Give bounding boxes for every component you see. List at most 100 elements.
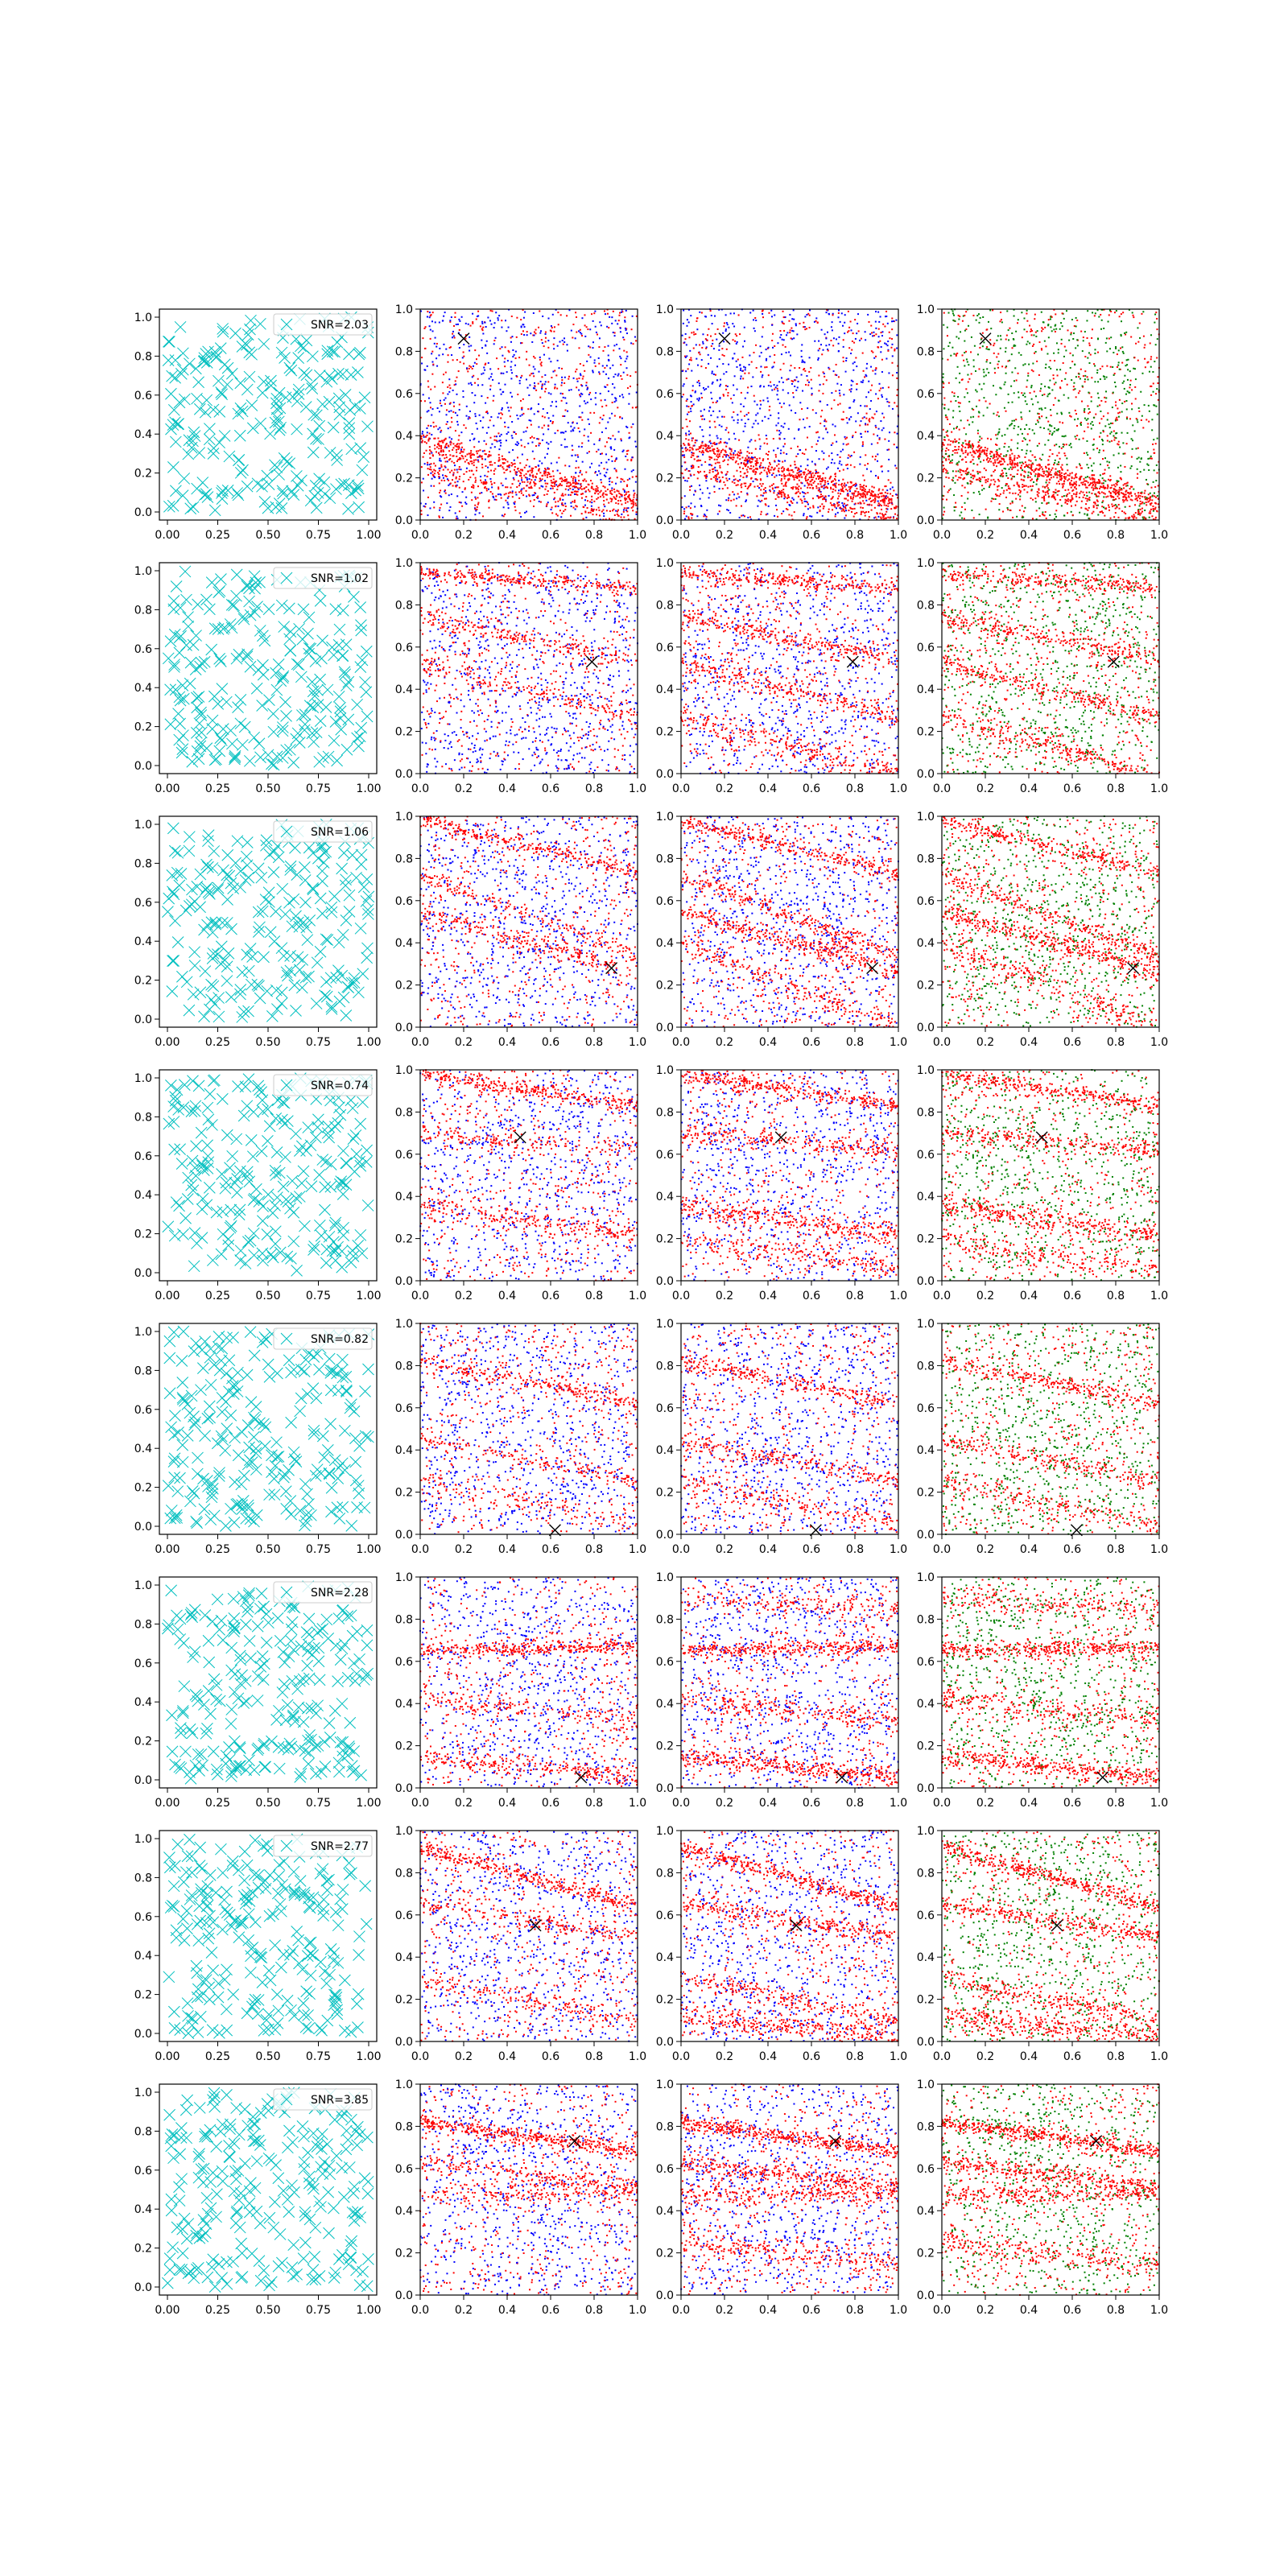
data-point <box>619 395 621 397</box>
cross-point <box>219 430 230 441</box>
data-point <box>596 498 597 500</box>
data-point <box>611 456 613 457</box>
data-point <box>617 374 619 375</box>
data-point <box>572 480 574 481</box>
data-point <box>486 432 488 434</box>
data-point <box>427 425 429 427</box>
data-point <box>505 478 506 480</box>
data-point <box>464 461 466 463</box>
data-point <box>520 516 522 518</box>
cross-point <box>358 452 369 463</box>
data-point <box>555 432 556 434</box>
data-point <box>448 378 450 380</box>
data-point <box>470 345 472 346</box>
data-point <box>553 337 555 339</box>
data-point <box>579 472 580 473</box>
data-point <box>562 499 564 501</box>
data-point <box>485 345 486 347</box>
data-point <box>590 398 592 400</box>
cross-scatter-panel: 0.00 0.25 0.50 0.75 1.000.00.20.40.60.81.0SN… <box>134 309 382 542</box>
data-point <box>584 487 585 489</box>
data-point <box>625 328 626 329</box>
data-point <box>449 506 451 508</box>
cross-point <box>208 448 219 459</box>
data-point <box>557 312 559 313</box>
data-point <box>568 481 569 483</box>
data-point <box>557 345 559 347</box>
data-point <box>591 486 592 488</box>
data-point <box>481 340 482 341</box>
data-point <box>520 377 522 378</box>
data-point <box>443 477 444 479</box>
data-point <box>429 507 431 509</box>
data-point <box>578 427 580 429</box>
cross-point <box>229 328 241 339</box>
data-point <box>535 332 536 334</box>
data-point <box>584 478 585 480</box>
data-point <box>609 316 610 318</box>
data-point <box>635 446 637 448</box>
data-point <box>484 475 485 477</box>
data-point <box>614 491 616 493</box>
cross-point <box>255 418 266 429</box>
data-point <box>489 478 491 480</box>
data-point <box>584 428 585 430</box>
data-point <box>547 340 549 341</box>
data-point <box>581 394 583 395</box>
data-point <box>443 374 444 375</box>
data-point <box>507 431 509 433</box>
cross-point <box>357 464 368 476</box>
data-point <box>493 425 494 427</box>
data-point <box>440 405 442 407</box>
cross-point <box>170 485 181 497</box>
data-point <box>580 395 581 397</box>
data-point <box>550 361 551 362</box>
data-point <box>439 492 440 493</box>
data-point <box>442 474 444 476</box>
data-point <box>422 431 423 432</box>
data-point <box>449 320 451 321</box>
data-point <box>563 344 564 345</box>
data-point <box>457 443 459 444</box>
data-point <box>575 454 576 456</box>
data-point <box>605 445 606 447</box>
legend-label: SNR=2.03 <box>311 319 369 332</box>
data-point <box>601 462 602 464</box>
cross-point <box>167 370 178 382</box>
data-point <box>482 450 484 452</box>
data-point <box>477 504 479 506</box>
data-point <box>580 487 581 489</box>
data-point <box>433 506 435 508</box>
data-point <box>512 437 514 439</box>
data-point <box>485 459 486 460</box>
data-point <box>624 507 625 509</box>
data-point <box>502 373 504 374</box>
data-point <box>520 400 522 402</box>
data-point <box>598 346 600 348</box>
data-point <box>578 476 580 477</box>
data-point <box>429 325 431 327</box>
cross-point <box>187 436 198 447</box>
data-point <box>538 403 539 405</box>
cross-point <box>170 372 181 383</box>
data-point <box>595 365 597 367</box>
cross-point <box>165 388 176 399</box>
data-point <box>439 440 440 442</box>
data-point <box>533 375 535 377</box>
data-point <box>442 449 444 451</box>
data-point <box>485 453 487 455</box>
data-point <box>475 415 477 417</box>
data-point <box>605 472 607 473</box>
data-point <box>535 386 536 387</box>
cross-point <box>340 389 351 400</box>
data-point <box>489 310 491 312</box>
y-tick-label: 1.0 <box>134 312 152 324</box>
data-point <box>548 417 550 419</box>
data-point <box>602 365 604 366</box>
data-point <box>526 479 528 481</box>
data-point <box>479 512 481 514</box>
data-point <box>604 367 605 369</box>
data-point <box>629 432 630 434</box>
data-point <box>451 493 452 495</box>
data-point <box>526 511 527 513</box>
